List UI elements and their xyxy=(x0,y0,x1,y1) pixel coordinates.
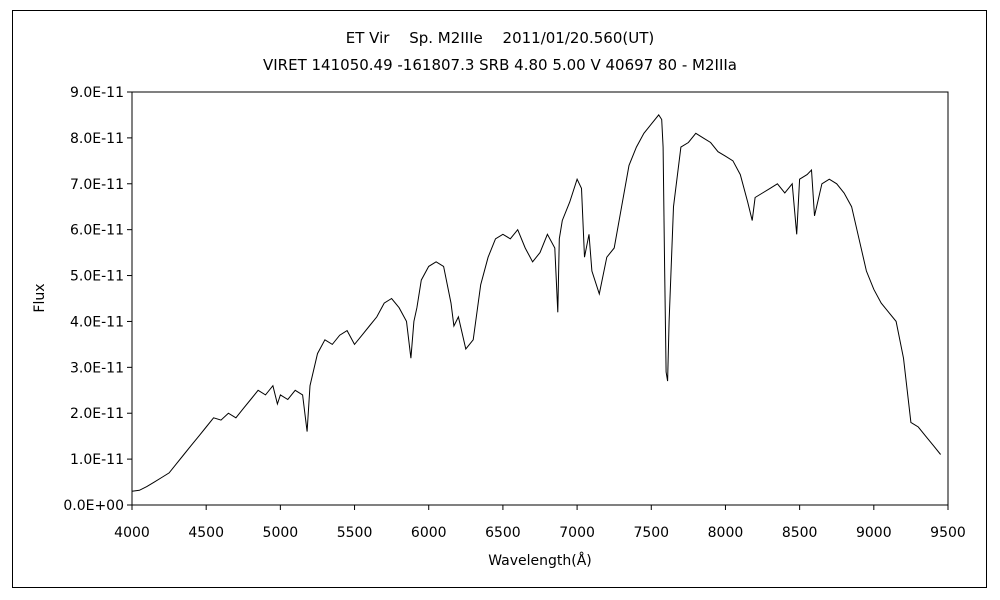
y-tick-label: 2.0E-11 xyxy=(70,406,124,422)
x-tick-label: 7500 xyxy=(633,525,669,541)
y-tick-label: 4.0E-11 xyxy=(70,314,124,330)
y-tick-label: 7.0E-11 xyxy=(70,177,124,193)
y-tick-label: 5.0E-11 xyxy=(70,269,124,285)
y-axis: 0.0E+00 1.0E-11 2.0E-11 3.0E-11 4.0E-11 5.0E-… xyxy=(63,85,132,514)
y-tick-label: 0.0E+00 xyxy=(63,498,124,514)
x-tick-label: 9000 xyxy=(856,525,892,541)
y-tick-label: 3.0E-11 xyxy=(70,360,124,376)
plot-area xyxy=(131,91,949,506)
x-tick-label: 4000 xyxy=(114,525,150,541)
y-axis-label: Flux xyxy=(32,283,48,312)
y-tick-label: 9.0E-11 xyxy=(70,85,124,101)
x-tick-label: 5500 xyxy=(337,525,373,541)
x-axis-label: Wavelength(Å) xyxy=(488,552,592,569)
x-axis: 4000 4500 5000 5500 6000 6500 7000 7500 8000 8500… xyxy=(114,505,966,541)
chart-frame xyxy=(12,10,987,588)
x-tick-label: 7000 xyxy=(559,525,595,541)
x-tick-label: 5000 xyxy=(263,525,299,541)
y-tick-label: 6.0E-11 xyxy=(70,223,124,239)
flux-series-line xyxy=(131,114,941,492)
chart-subtitle: VIRET 141050.49 -161807.3 SRB 4.80 5.00 … xyxy=(263,56,737,74)
x-tick-label: 4500 xyxy=(188,525,224,541)
x-tick-label: 8500 xyxy=(782,525,818,541)
x-tick-label: 8000 xyxy=(708,525,744,541)
y-tick-label: 8.0E-11 xyxy=(70,131,124,147)
chart-title: ET Vir Sp. M2IIIe 2011/01/20.560(UT) xyxy=(345,29,655,47)
y-tick-label: 1.0E-11 xyxy=(70,452,124,468)
x-tick-label: 9500 xyxy=(930,525,966,541)
x-tick-label: 6500 xyxy=(485,525,521,541)
x-tick-label: 6000 xyxy=(411,525,447,541)
